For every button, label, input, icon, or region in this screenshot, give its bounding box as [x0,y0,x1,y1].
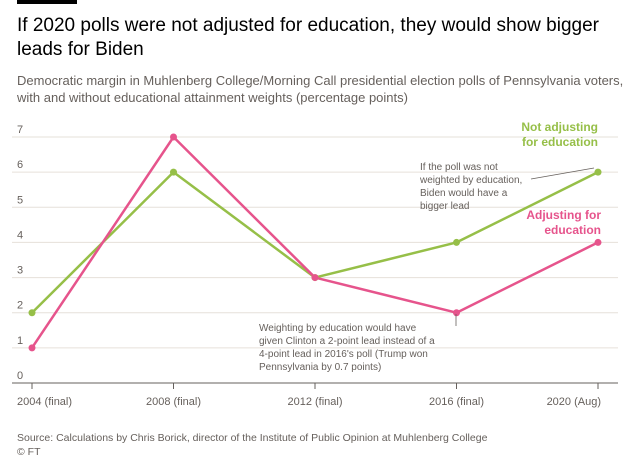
axes: 0 1 2 3 4 5 6 7 2004 (final) 2008 (final) 2012 (fi… [12,124,618,408]
y-tick-label-6: 6 [17,159,23,171]
data-point-not_adjusting-3 [453,238,460,246]
y-tick-label-0: 0 [17,370,23,382]
annotation-leader-biden-lead [530,167,595,180]
series-label-adjusting-line-1: education [544,223,601,237]
data-point-adjusting-1 [170,133,177,141]
data-point-adjusting-4 [594,238,602,246]
x-tick-label-4: 2020 (Aug) [547,396,601,408]
y-tick-label-2: 2 [17,300,23,312]
data-point-not_adjusting-0 [28,309,36,317]
chart-source: Source: Calculations by Chris Borick, di… [17,431,627,459]
series-label-adjusting-line-0: Adjusting for [526,208,601,222]
ft-top-bar [17,0,77,4]
series-label-not_adjusting-line-1: for education [522,135,598,149]
data-point-adjusting-0 [28,344,36,352]
annotation-biden-lead-line-0: If the poll was not [420,162,498,173]
annotation-clinton-lead-line-1: given Clinton a 2-point lead instead of … [259,336,435,347]
annotation-clinton-lead-line-3: Pennsylvania by 0.7 points) [259,362,381,373]
annotation-clinton-lead-line-0: Weighting by education would have [259,323,417,334]
x-tick-label-3: 2016 (final) [429,396,484,408]
x-tick-label-0: 2004 (final) [17,396,72,408]
data-point-adjusting-3 [453,309,460,317]
ft-credit: © FT [17,446,41,458]
annotation-clinton-lead-line-2: 4-point lead in 2016's poll (Trump won [259,349,428,360]
x-tick-label-1: 2008 (final) [146,396,201,408]
y-tick-label-7: 7 [17,124,23,136]
grid-lines [12,136,618,349]
data-points [28,133,602,352]
chart-title: If 2020 polls were not adjusted for educ… [17,15,599,60]
data-point-adjusting-2 [311,274,319,282]
y-tick-label-4: 4 [17,229,23,241]
y-tick-label-3: 3 [17,265,23,277]
annotation-biden-lead-line-3: bigger lead [420,201,469,212]
y-tick-label-5: 5 [17,194,23,206]
annotation-biden-lead-line-2: Biden would have a [420,188,508,199]
source-text: Source: Calculations by Chris Borick, di… [17,432,488,444]
x-tick-label-2: 2012 (final) [287,396,342,408]
y-tick-label-1: 1 [17,335,23,347]
data-point-not_adjusting-1 [170,168,177,176]
annotations: If the poll was not weighted by education… [259,162,595,373]
data-point-not_adjusting-4 [594,168,602,176]
series-label-not_adjusting-line-0: Not adjusting [521,120,598,134]
annotation-biden-lead-line-1: weighted by education, [419,175,522,186]
chart-subtitle: Democratic margin in Muhlenberg College/… [17,73,624,105]
